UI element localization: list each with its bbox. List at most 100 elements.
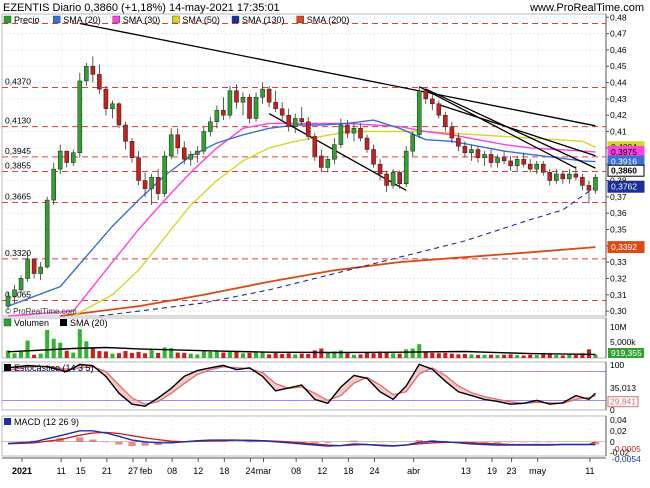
candle-up	[403, 150, 409, 185]
macd-ytick-label: 0	[610, 437, 615, 447]
stoch-value-tag-label: 29,841	[610, 397, 636, 407]
volume-bar	[462, 354, 467, 358]
volume-bar	[267, 354, 272, 358]
volume-bar	[273, 352, 278, 358]
volume-bar	[51, 338, 56, 358]
candle-down	[358, 128, 363, 139]
candle-down	[155, 176, 161, 194]
macd-histogram-bar	[533, 441, 541, 443]
volume-bar	[312, 350, 317, 358]
price-ytick-label: 0,32	[610, 273, 627, 283]
macd-histogram-bar	[311, 441, 319, 443]
stoch-value-tag	[607, 396, 639, 408]
macd-histogram-bar	[141, 441, 149, 446]
candle-down	[573, 173, 579, 178]
candle-up	[338, 124, 344, 145]
legend-swatch	[60, 319, 67, 326]
candle-up	[84, 65, 89, 82]
volume-bar	[593, 354, 598, 358]
volume-bar	[208, 351, 213, 358]
candle-up	[25, 258, 30, 279]
price-value-tag	[607, 164, 645, 177]
price-value-tag	[607, 241, 645, 254]
legend-swatch	[4, 364, 11, 371]
candle-up	[168, 134, 174, 157]
x-tick-label: 18	[219, 466, 229, 476]
volume-value-tag-label: 919,355	[611, 348, 642, 358]
macd-histogram-bar	[480, 441, 489, 443]
candle-up	[227, 90, 233, 116]
volume-bar	[234, 351, 239, 358]
price-ytick-label: 0,46	[610, 45, 627, 55]
volume-bar	[456, 354, 461, 358]
candle-down	[443, 114, 448, 127]
candle-down	[97, 74, 102, 90]
candle-down	[586, 185, 592, 191]
volume-bar	[325, 352, 330, 358]
candle-up	[208, 121, 213, 132]
hline-price-label: 0,3945	[5, 146, 31, 156]
volume-bar	[306, 354, 311, 358]
volume-bar	[71, 352, 76, 358]
candle-down	[116, 103, 122, 126]
volume-bar	[116, 353, 121, 358]
macd-value-tag-label: -0,0054	[612, 454, 641, 464]
price-value-tag-label: 0,3762	[611, 182, 637, 192]
price-ytick-label: 0,44	[610, 78, 627, 88]
panel-frame-vol	[1, 317, 607, 359]
macd-legend-entry: MACD (12 26 9)	[14, 417, 79, 427]
candle-up	[188, 154, 194, 160]
volume-bar	[201, 351, 206, 358]
volume-bar	[280, 354, 285, 358]
volume-bar	[169, 348, 174, 358]
hline-price-label: 0,4370	[5, 76, 31, 86]
x-tick-label: 12	[193, 466, 203, 476]
stoch-d-line	[7, 365, 596, 405]
volume-bar	[156, 352, 161, 358]
sma200-line	[60, 246, 596, 317]
candle-down	[449, 126, 455, 139]
x-tick-label: 19	[487, 466, 497, 476]
candle-up	[482, 154, 487, 158]
volume-bar	[482, 354, 487, 358]
chart-header-title: EZENTIS Diario 0,3860 (+1,18%) 14-may-20…	[3, 2, 280, 14]
candle-down	[136, 157, 141, 181]
site-watermark: www.ProRealTime.com	[530, 2, 644, 14]
volume-bar	[182, 352, 187, 358]
price-ytick-label: 0,35	[610, 224, 627, 234]
trendline	[418, 86, 577, 169]
candle-down	[175, 134, 180, 149]
price-ytick-label: 0,37	[610, 192, 627, 202]
candle-down	[221, 110, 226, 116]
candle-up	[110, 103, 115, 109]
candle-up	[260, 88, 265, 98]
x-tick-label: 18	[343, 466, 353, 476]
x-tick-label: 12	[317, 466, 327, 476]
candle-down	[488, 154, 494, 163]
candle-up	[534, 163, 539, 170]
macd-histogram-bar	[520, 441, 528, 443]
volume-bar	[319, 348, 324, 358]
volume-bar	[397, 353, 402, 358]
price-panel-watermark: © ProRealTime.com	[5, 307, 77, 316]
volume-bar	[534, 355, 539, 358]
volume-bar	[247, 352, 252, 358]
volume-bar	[345, 353, 350, 358]
volume-bar	[338, 350, 343, 358]
volume-bar	[293, 354, 298, 358]
candle-up	[567, 173, 572, 180]
candle-up	[240, 97, 246, 103]
trendline	[268, 113, 407, 191]
macd-histogram-bar	[115, 441, 123, 445]
volume-bar	[227, 351, 232, 358]
volume-bar	[423, 351, 428, 358]
stoch-ytick-label: 100	[610, 360, 624, 370]
volume-bar	[188, 353, 193, 358]
volume-bar	[260, 352, 265, 358]
x-tick-label: 08	[167, 466, 177, 476]
candle-up	[162, 155, 167, 194]
volume-bar	[391, 353, 396, 358]
candle-down	[364, 137, 370, 150]
price-ytick-label: 0,33	[610, 257, 627, 267]
